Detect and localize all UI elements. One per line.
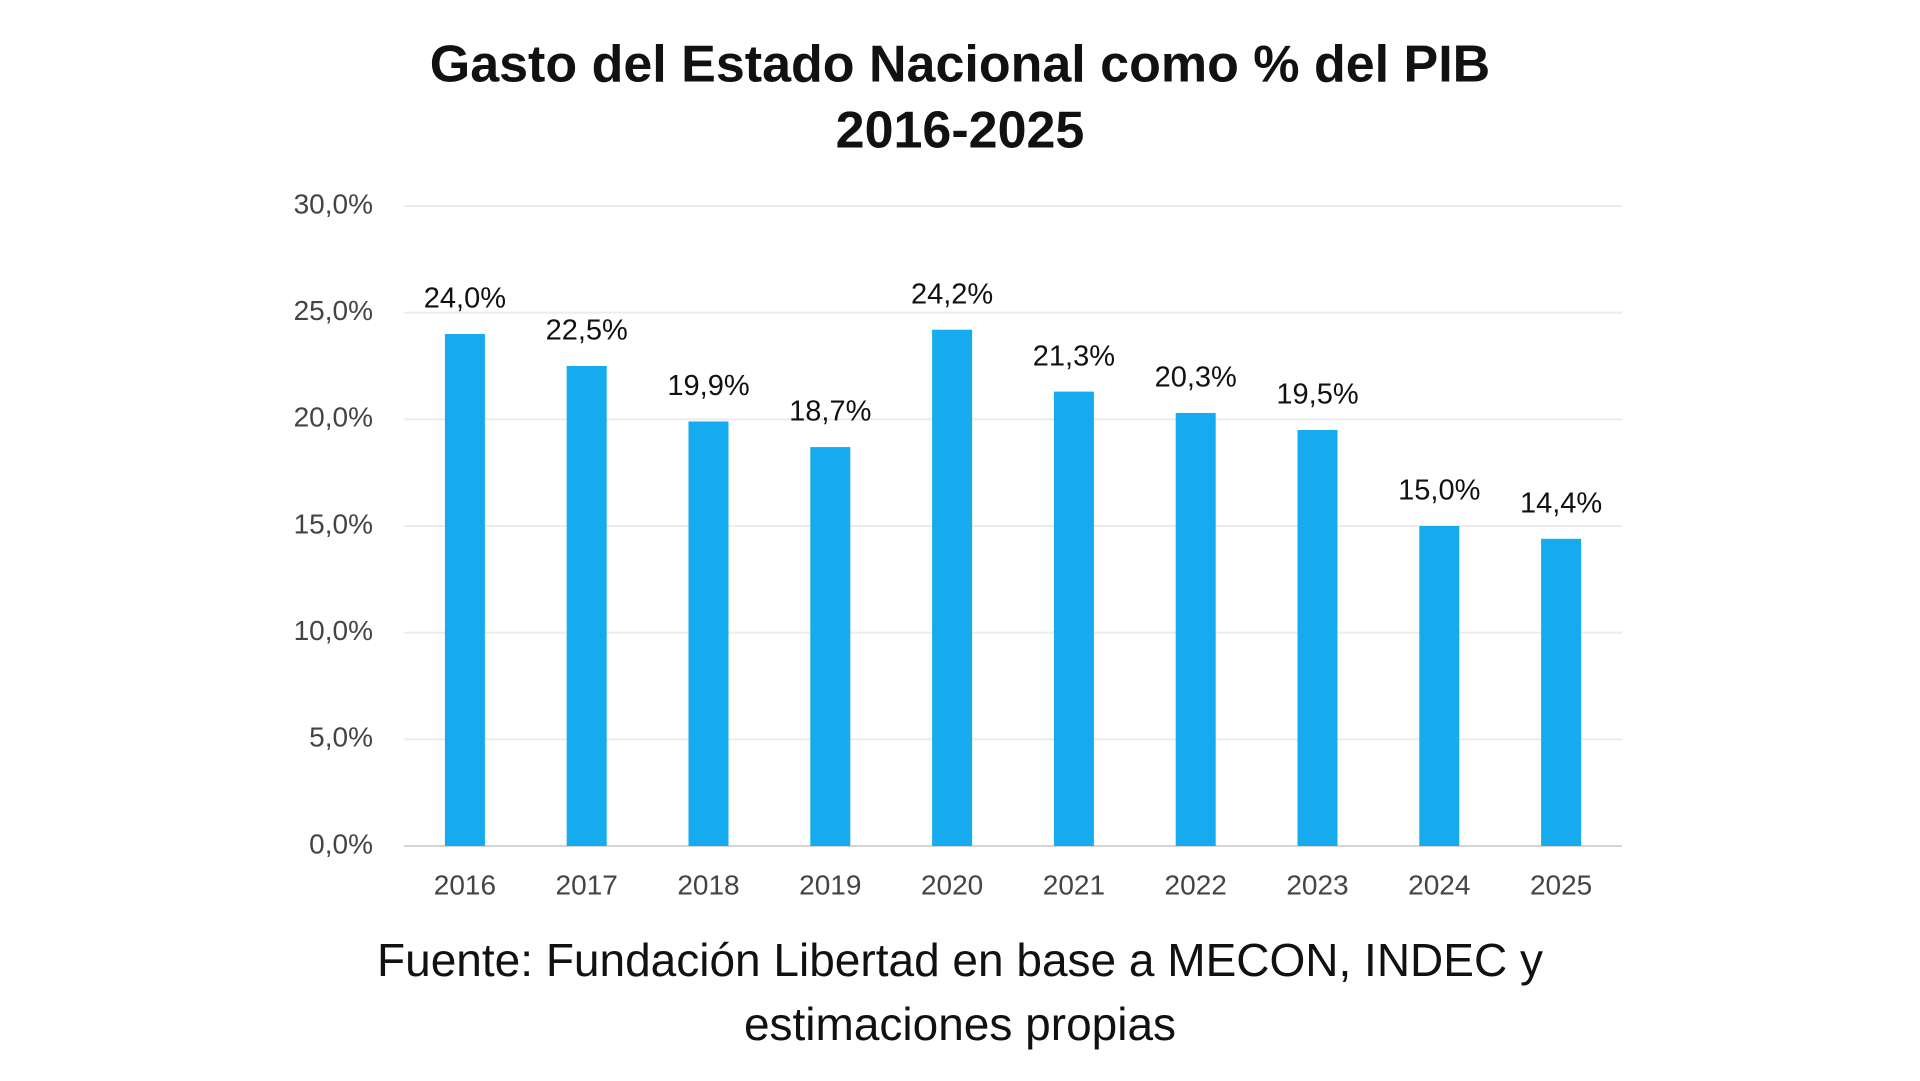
y-tick-label: 20,0% xyxy=(294,402,373,433)
bar xyxy=(1297,430,1338,846)
y-tick-label: 30,0% xyxy=(294,188,373,219)
value-label: 15,0% xyxy=(1398,475,1480,507)
bar xyxy=(932,329,973,846)
x-tick-label: 2025 xyxy=(1530,869,1592,900)
y-tick-label: 15,0% xyxy=(294,508,373,539)
bar xyxy=(688,421,729,846)
value-label: 22,5% xyxy=(546,315,628,347)
y-tick-label: 10,0% xyxy=(294,615,373,646)
value-label: 24,2% xyxy=(911,278,993,310)
x-tick-label: 2018 xyxy=(677,869,739,900)
bar xyxy=(1541,538,1582,846)
value-label: 21,3% xyxy=(1033,340,1115,372)
value-label: 19,5% xyxy=(1276,379,1358,411)
source-note: Fuente: Fundación Libertad en base a MEC… xyxy=(377,934,1543,1050)
x-tick-label: 2017 xyxy=(556,869,618,900)
y-tick-label: 5,0% xyxy=(309,722,373,753)
value-label: 20,3% xyxy=(1155,362,1237,394)
bar xyxy=(566,366,607,846)
x-tick-label: 2019 xyxy=(799,869,861,900)
bar xyxy=(810,447,851,846)
value-label: 14,4% xyxy=(1520,487,1602,519)
bar xyxy=(1053,391,1094,846)
value-label: 18,7% xyxy=(789,396,871,428)
x-tick-label: 2020 xyxy=(921,869,983,900)
x-tick-label: 2021 xyxy=(1043,869,1105,900)
bar xyxy=(444,334,485,846)
bar xyxy=(1419,526,1460,846)
y-tick-label: 25,0% xyxy=(294,295,373,326)
value-label: 19,9% xyxy=(667,370,749,402)
value-label: 24,0% xyxy=(424,283,506,315)
x-tick-label: 2022 xyxy=(1165,869,1227,900)
chart-subtitle: 2016-2025 xyxy=(836,102,1085,160)
x-tick-label: 2024 xyxy=(1408,869,1470,900)
x-tick-label: 2016 xyxy=(434,869,496,900)
y-tick-label: 0,0% xyxy=(309,828,373,859)
x-tick-label: 2023 xyxy=(1286,869,1348,900)
bar xyxy=(1175,412,1216,846)
chart-title: Gasto del Estado Nacional como % del PIB xyxy=(430,36,1490,94)
